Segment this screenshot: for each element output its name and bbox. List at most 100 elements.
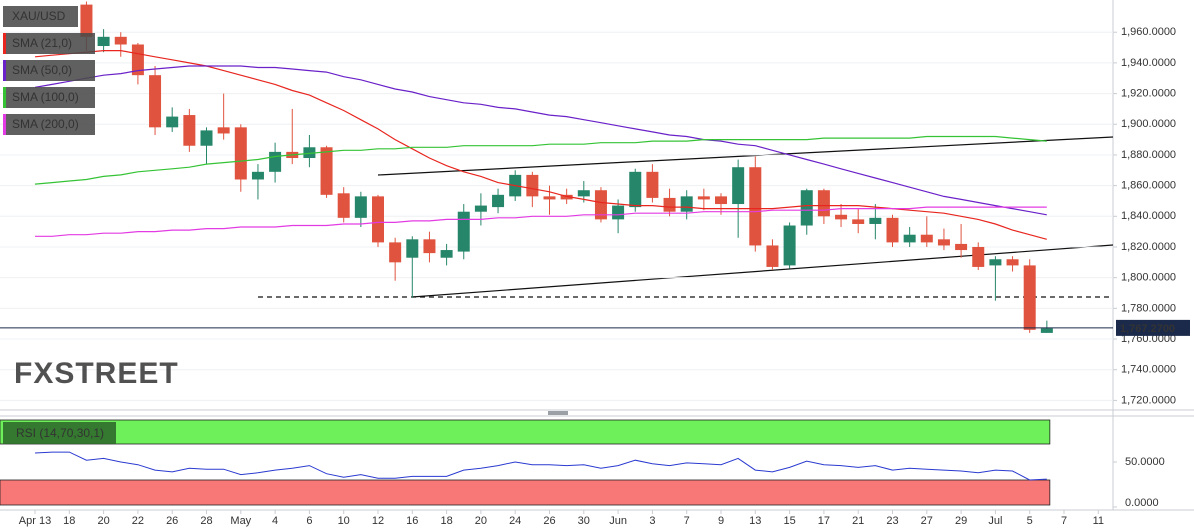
candle-body: [423, 239, 436, 254]
candle-body: [577, 190, 590, 197]
candle-body: [732, 167, 745, 205]
candle-body: [217, 127, 230, 134]
resize-handle[interactable]: [548, 411, 568, 415]
candle-body: [389, 242, 402, 263]
candle-body: [543, 196, 556, 200]
candle-body: [646, 171, 659, 198]
x-tick-label: Jun: [609, 515, 627, 527]
y-tick-label: 1,840.0000: [1121, 210, 1176, 222]
y-tick-label: 1,740.0000: [1121, 364, 1176, 376]
candle-body: [989, 259, 1002, 266]
x-tick-label: 3: [649, 515, 655, 527]
x-tick-label: 29: [955, 515, 967, 527]
x-tick-label: Jul: [988, 515, 1002, 527]
x-tick-label: 18: [440, 515, 452, 527]
x-tick-label: 16: [406, 515, 418, 527]
candle-body: [166, 116, 179, 128]
x-tick-label: 23: [886, 515, 898, 527]
legend-box: [3, 6, 78, 27]
legend-swatch: [3, 114, 6, 135]
x-tick-label: 13: [749, 515, 761, 527]
candle-body: [869, 217, 882, 224]
y-tick-label: 1,860.0000: [1121, 180, 1176, 192]
candle-body: [749, 167, 762, 246]
candle-body: [337, 193, 350, 218]
candle-body: [1023, 265, 1036, 330]
candle-body: [937, 239, 950, 246]
overbought-band: [0, 419, 1051, 445]
legend-swatch: [3, 60, 6, 81]
x-tick-label: May: [230, 515, 251, 527]
candle-body: [852, 219, 865, 224]
candle-body: [766, 245, 779, 267]
x-tick-label: 26: [543, 515, 555, 527]
candle-body: [251, 171, 264, 180]
candle-body: [372, 196, 384, 243]
y-tick-label: 1,720.0000: [1121, 394, 1176, 406]
x-tick-label: 12: [372, 515, 384, 527]
candle-body: [663, 197, 676, 212]
x-tick-label: 22: [132, 515, 144, 527]
legend-box: [3, 33, 95, 54]
candle-body: [303, 147, 316, 159]
x-tick-label: 4: [272, 515, 278, 527]
candle-body: [234, 127, 247, 180]
candle-body: [131, 44, 144, 76]
candle-body: [955, 243, 968, 251]
candle-body: [835, 214, 848, 220]
x-tick-label: 11: [1093, 515, 1104, 527]
x-tick-label: 21: [852, 515, 864, 527]
x-tick-label: 6: [306, 515, 312, 527]
x-tick-label: 17: [818, 515, 830, 527]
candle-body: [526, 174, 539, 197]
legend-label: SMA (21,0): [12, 36, 72, 50]
y-tick-label: 0.0000: [1125, 497, 1159, 509]
x-tick-label: 9: [718, 515, 724, 527]
candle-body: [474, 205, 487, 212]
x-tick-label: 30: [578, 515, 590, 527]
legend-box: [3, 114, 95, 135]
legend-box: [3, 87, 95, 108]
candle-body: [114, 36, 127, 45]
x-tick-label: 7: [1061, 515, 1067, 527]
x-tick-label: 15: [783, 515, 795, 527]
candle-body: [320, 147, 333, 195]
x-tick-label: 26: [166, 515, 178, 527]
candle-body: [354, 196, 367, 218]
watermark: FXSTREET: [14, 357, 179, 390]
candle-body: [149, 75, 162, 128]
x-tick-label: 27: [921, 515, 933, 527]
candle-body: [440, 250, 453, 258]
sma-line: [34, 65, 1047, 216]
candle-body: [817, 190, 830, 217]
candle-body: [1006, 259, 1019, 266]
sma-line: [34, 135, 1047, 185]
legend-label: XAU/USD: [12, 9, 66, 23]
x-tick-label: 5: [1027, 515, 1033, 527]
last-price-box: [1116, 319, 1190, 336]
y-tick-label: 1,960.0000: [1121, 26, 1176, 38]
candle-body: [406, 239, 419, 258]
y-tick-label: 1,880.0000: [1121, 149, 1176, 161]
candle-body: [80, 4, 93, 37]
candle-body: [594, 190, 607, 220]
legend-label: RSI (14,70,30,1): [16, 426, 104, 440]
legend-label: SMA (200,0): [12, 117, 79, 131]
trend-line: [411, 244, 1114, 298]
candle-body: [800, 190, 813, 226]
legend-box: [3, 60, 95, 81]
candle-body: [629, 171, 642, 208]
candle-body: [680, 196, 693, 212]
sma-line: [35, 206, 1047, 237]
legend-swatch: [3, 87, 6, 108]
y-tick-label: 1,940.0000: [1121, 57, 1176, 69]
candle-body: [560, 194, 573, 200]
x-tick-label: 18: [63, 515, 75, 527]
candle-body: [457, 211, 470, 252]
candle-body: [783, 225, 796, 266]
x-tick-label: 20: [475, 515, 487, 527]
candle-body: [1040, 328, 1053, 333]
candle-body: [612, 205, 625, 220]
legend-label: SMA (100,0): [12, 90, 79, 104]
